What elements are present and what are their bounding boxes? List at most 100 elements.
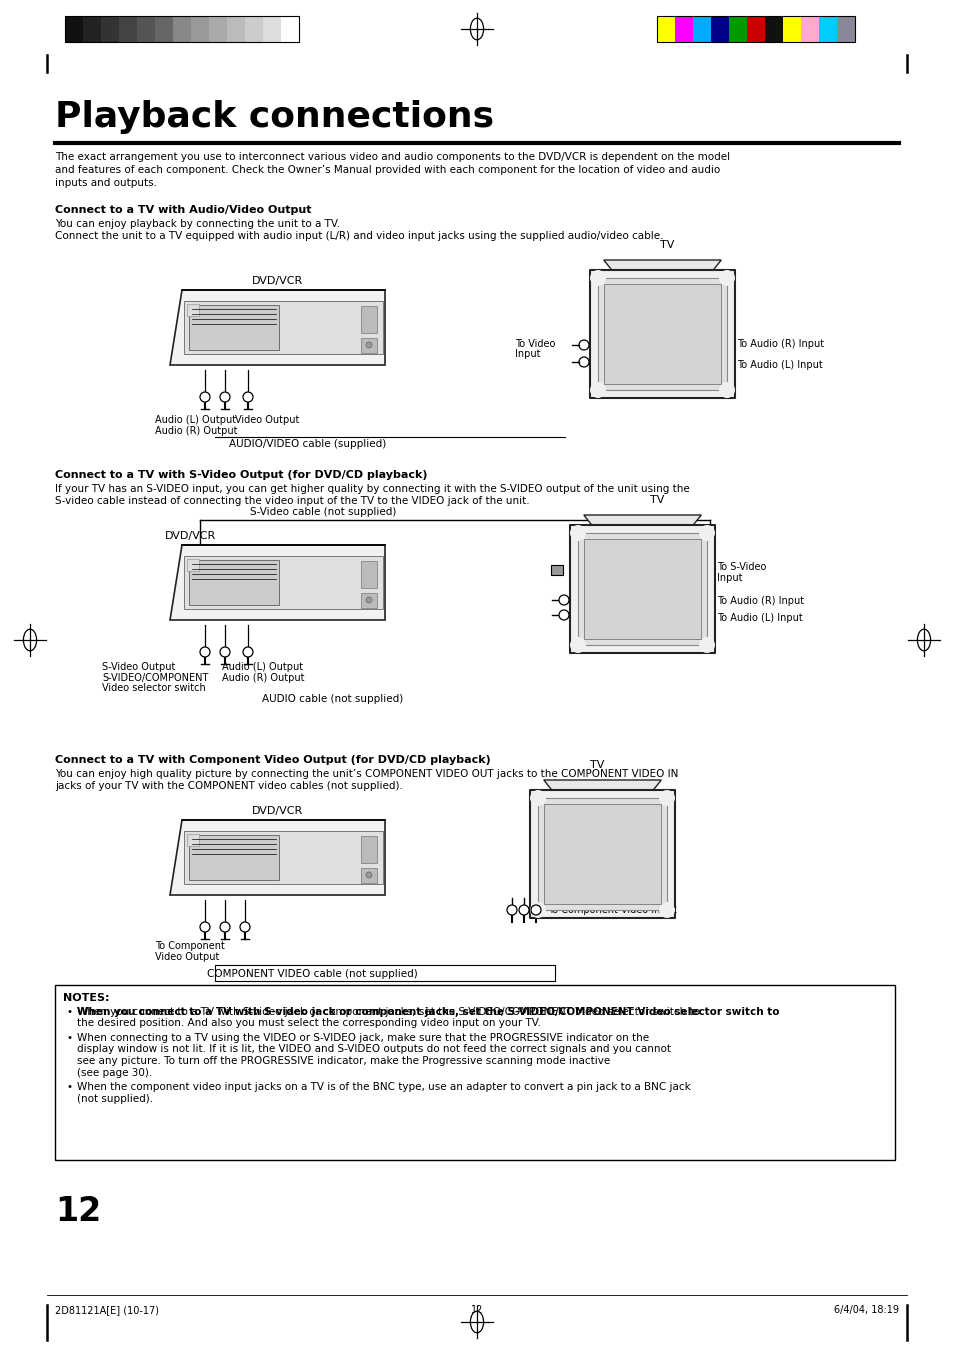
Text: (not supplied).: (not supplied). [77,1093,153,1104]
Bar [263,16,281,42]
Text: the desired position. And also you must select the corresponding video input on : the desired position. And also you must … [77,1019,540,1028]
Text: You can enjoy playback by connecting the unit to a TV.: You can enjoy playback by connecting the… [55,219,339,230]
Text: display window is not lit. If it is lit, the VIDEO and S-VIDEO outputs do not fe: display window is not lit. If it is lit,… [77,1044,670,1055]
Bar [782,16,801,42]
Bar [184,301,382,354]
Text: DVD/VCR: DVD/VCR [252,276,303,286]
Polygon shape [170,544,385,620]
Circle shape [589,382,605,399]
Bar [214,965,555,981]
Bar [209,16,227,42]
Text: You can enjoy high quality picture by connecting the unit’s COMPONENT VIDEO OUT : You can enjoy high quality picture by co… [55,769,678,780]
Circle shape [719,382,734,399]
Circle shape [366,597,372,603]
Text: S-VIDEO/COMPONENT: S-VIDEO/COMPONENT [102,673,208,684]
Bar [187,559,199,571]
Text: The exact arrangement you use to interconnect various video and audio components: The exact arrangement you use to interco… [55,153,729,162]
Text: TV: TV [590,761,604,770]
Circle shape [518,905,529,915]
Circle shape [366,342,372,349]
Text: DVD/VCR: DVD/VCR [165,531,216,540]
Circle shape [659,790,675,807]
Text: To Component Video Input: To Component Video Input [547,905,676,915]
Text: (see page 30).: (see page 30). [77,1067,152,1078]
Circle shape [659,902,675,917]
Polygon shape [603,259,720,270]
Text: When the component video input jacks on a TV is of the BNC type, use an adapter : When the component video input jacks on … [77,1082,690,1092]
Text: TV: TV [659,240,674,250]
Polygon shape [170,290,385,365]
Text: COMPONENT VIDEO cable (not supplied): COMPONENT VIDEO cable (not supplied) [207,969,417,979]
Bar [189,305,278,350]
Bar [360,836,376,862]
Text: Connect to a TV with S-Video Output (for DVD/CD playback): Connect to a TV with S-Video Output (for… [55,470,427,480]
Circle shape [243,392,253,403]
Text: inputs and outputs.: inputs and outputs. [55,178,157,188]
Bar [583,539,700,639]
Bar [360,593,376,608]
Circle shape [200,647,210,657]
Bar [184,831,382,884]
Circle shape [200,921,210,932]
Text: AUDIO cable (not supplied): AUDIO cable (not supplied) [262,694,403,704]
Text: TV: TV [650,494,664,505]
Polygon shape [543,780,660,790]
Text: When you connect to a TV with S-video jack or component jacks, set the S-VIDEO/C: When you connect to a TV with S-video ja… [77,1006,700,1017]
Circle shape [243,647,253,657]
Bar [360,338,376,353]
Text: and features of each component. Check the Owner’s Manual provided with each comp: and features of each component. Check th… [55,165,720,176]
Text: Playback connections: Playback connections [55,100,494,134]
Text: To Audio (R) Input: To Audio (R) Input [717,596,803,607]
Circle shape [366,871,372,878]
Text: DVD/VCR: DVD/VCR [252,807,303,816]
Text: Audio (L) Output: Audio (L) Output [154,415,236,426]
Bar [360,867,376,882]
Bar [728,16,746,42]
Text: Video selector switch: Video selector switch [102,684,206,693]
Circle shape [558,611,568,620]
Text: 12: 12 [471,1305,482,1315]
Text: Input: Input [515,349,540,359]
Bar [657,16,854,42]
Bar [65,16,298,42]
Bar [657,16,675,42]
Text: Audio (R) Output: Audio (R) Output [154,426,237,436]
Text: Video Output: Video Output [234,415,299,426]
Ellipse shape [470,1312,483,1333]
Circle shape [530,790,545,807]
Circle shape [578,357,588,367]
Bar [692,16,710,42]
Text: Video Output: Video Output [154,952,219,962]
Bar [119,16,137,42]
Bar [137,16,154,42]
Text: To Video: To Video [515,339,555,349]
Bar [83,16,101,42]
Bar [227,16,245,42]
Text: 12: 12 [55,1196,101,1228]
Text: To S-Video: To S-Video [717,562,765,571]
Text: 6/4/04, 18:19: 6/4/04, 18:19 [833,1305,898,1315]
Bar [245,16,263,42]
Text: Input: Input [717,573,741,584]
Circle shape [569,638,585,653]
Bar [589,270,734,399]
Circle shape [220,921,230,932]
Circle shape [699,638,714,653]
Bar [551,565,562,576]
Bar [543,804,660,904]
Text: NOTES:: NOTES: [63,993,110,1002]
Text: When you connect to a TV with S-video jack or component jacks, set the S-VIDEO/C: When you connect to a TV with S-video ja… [77,1006,779,1017]
Text: To Audio (L) Input: To Audio (L) Input [717,613,801,623]
Bar [746,16,764,42]
Bar [191,16,209,42]
Circle shape [531,905,540,915]
Text: jacks of your TV with the COMPONENT video cables (not supplied).: jacks of your TV with the COMPONENT vide… [55,781,402,790]
Bar [836,16,854,42]
Text: Connect the unit to a TV equipped with audio input (L/R) and video input jacks u: Connect the unit to a TV equipped with a… [55,231,662,240]
Circle shape [699,526,714,540]
Bar [710,16,728,42]
Bar [172,16,191,42]
Bar [530,790,675,917]
Circle shape [569,526,585,540]
Bar [578,534,706,644]
